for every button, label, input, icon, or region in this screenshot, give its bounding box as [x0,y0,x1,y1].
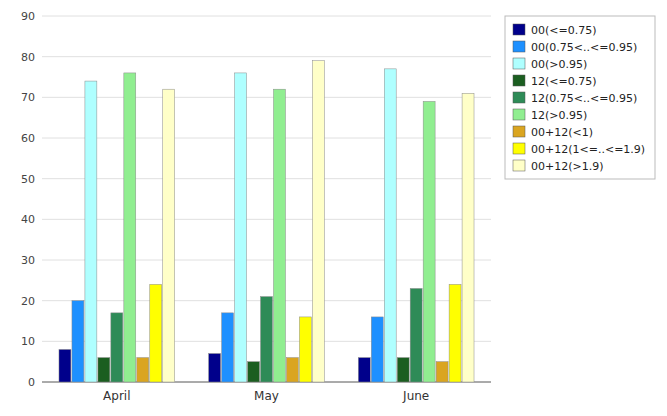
y-tick-label: 70 [21,91,35,104]
y-tick-label: 50 [21,173,35,186]
bar [111,313,123,382]
legend-swatch [513,41,525,52]
grid-line [42,56,491,57]
chart-container: 0 10 20 30 40 50 60 70 80 90 April May June 00(<=0.75… [0,0,667,416]
grid [42,16,491,382]
legend-swatch [513,75,525,86]
bar [124,73,136,382]
bar [235,73,247,382]
legend-label: 12(>0.95) [531,109,587,122]
bar [397,358,409,382]
y-tick-label: 10 [21,335,35,348]
y-tick-label: 20 [21,295,35,308]
axes: 0 10 20 30 40 50 60 70 80 90 April May June [21,10,491,403]
bar [371,317,383,382]
bar [72,301,84,382]
bar [358,358,370,382]
bar [462,93,474,382]
bar [137,358,149,382]
x-tick-label: April [103,389,130,403]
bar [384,69,396,382]
legend-label: 12(<=0.75) [531,75,597,88]
bar [222,313,234,382]
legend-swatch [513,143,525,154]
grid-line [42,97,491,98]
y-tick-label: 60 [21,132,35,145]
legend-label: 00+12(>1.9) [531,160,604,173]
bar [436,362,448,382]
legend-swatch [513,126,525,137]
y-tick-label: 40 [21,213,35,226]
bar [98,358,110,382]
bar [261,297,273,382]
grid-line [42,16,491,17]
legend-label: 00(<=0.75) [531,24,597,37]
legend-label: 00+12(<1) [531,126,593,139]
y-tick-label: 30 [21,254,35,267]
bar [449,284,461,382]
bars [59,61,474,382]
legend-label: 00(0.75<..<=0.95) [531,41,637,54]
bar [85,81,97,382]
bar [286,358,298,382]
bar [423,101,435,382]
y-tick-label: 0 [28,376,35,389]
x-tick-label: May [254,389,279,403]
legend-frame [505,16,655,179]
bar [163,89,175,382]
bar [299,317,311,382]
bar [150,284,162,382]
legend-label: 00+12(1<=..<=1.9) [531,143,645,156]
bar [59,349,71,382]
bar [248,362,260,382]
bar [274,89,286,382]
legend-swatch [513,109,525,120]
bar [209,354,221,382]
legend-label: 00(>0.95) [531,58,587,71]
bar [410,288,422,382]
legend-swatch [513,92,525,103]
legend-swatch [513,58,525,69]
y-tick-label: 90 [21,10,35,23]
legend: 00(<=0.75) 00(0.75<..<=0.95) 00(>0.95) 12(<… [505,16,655,179]
chart: 0 10 20 30 40 50 60 70 80 90 April May June 00(<=0.75… [0,0,667,416]
x-tick-label: June [402,389,429,403]
legend-label: 12(0.75<..<=0.95) [531,92,637,105]
y-tick-label: 80 [21,51,35,64]
legend-swatch [513,160,525,171]
bar [312,61,324,382]
legend-swatch [513,24,525,35]
